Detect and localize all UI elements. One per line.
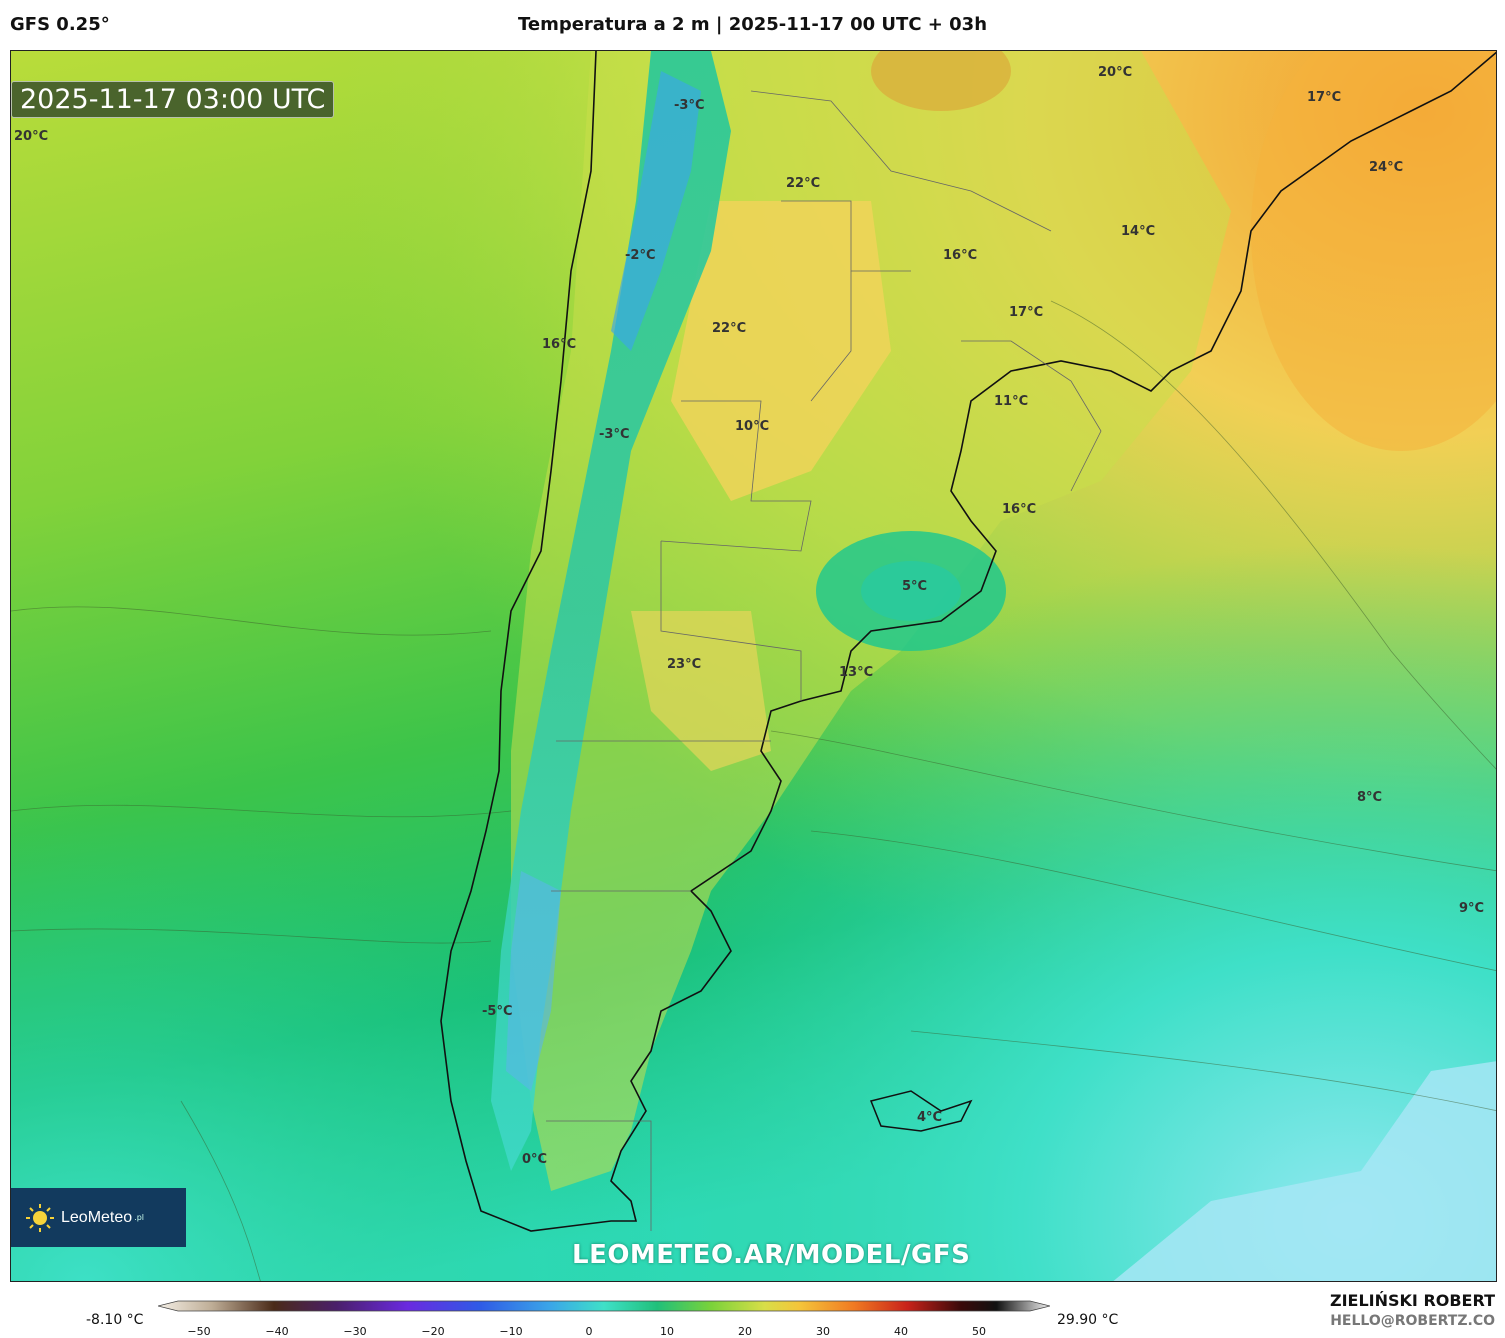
logo-name: LeoMeteo <box>61 1208 133 1226</box>
temp-label: 17°C <box>1307 90 1342 105</box>
map-canvas <box>11 51 1496 1281</box>
temp-label: 14°C <box>1121 224 1156 239</box>
temp-label: -3°C <box>674 98 705 113</box>
temp-label: -2°C <box>625 248 656 263</box>
colorbar-min: -8.10 °C <box>86 1312 144 1328</box>
author-name: ZIELIŃSKI ROBERT <box>1329 1291 1495 1310</box>
map-title: Temperatura a 2 m | 2025-11-17 00 UTC + … <box>517 14 988 35</box>
temp-label: 11°C <box>994 394 1029 409</box>
colorbar-ticks: −50 −40 −30 −20 −10 0 10 20 30 40 50 <box>0 1325 1505 1338</box>
sun-icon <box>26 1203 54 1232</box>
colorbar-tick: −10 <box>499 1325 523 1338</box>
temp-label: 10°C <box>735 419 770 434</box>
temp-label: 17°C <box>1009 305 1044 320</box>
temp-label: 23°C <box>667 657 702 672</box>
temp-label: 13°C <box>839 665 874 680</box>
temp-label: 24°C <box>1369 160 1404 175</box>
temp-label: 0°C <box>522 1152 548 1167</box>
temperature-map[interactable]: 2025-11-17 03:00 UTC 20°C -3°C 22°C 20°C… <box>10 50 1497 1282</box>
temp-label: 16°C <box>943 248 978 263</box>
leometeo-logo[interactable]: LeoMeteo .pl <box>11 1188 186 1247</box>
temp-label: 22°C <box>712 321 747 336</box>
site-watermark: LEOMETEO.AR/MODEL/GFS <box>572 1240 971 1270</box>
colorbar-tick: 50 <box>972 1325 986 1338</box>
temp-label: 4°C <box>917 1110 943 1125</box>
logo-suffix: .pl <box>134 1213 145 1222</box>
temp-label: 16°C <box>1002 502 1037 517</box>
temp-label: 9°C <box>1459 901 1485 916</box>
temp-label: 5°C <box>902 579 928 594</box>
colorbar-tick: −50 <box>187 1325 211 1338</box>
colorbar-tick: 0 <box>585 1325 593 1338</box>
temp-label: 16°C <box>542 337 577 352</box>
temp-label: 22°C <box>786 176 821 191</box>
colorbar <box>158 1300 1050 1312</box>
model-name: GFS 0.25° <box>10 14 110 35</box>
temp-label: 20°C <box>1098 65 1133 80</box>
colorbar-tick: 10 <box>660 1325 674 1338</box>
colorbar-tick: −40 <box>265 1325 289 1338</box>
temp-label: -3°C <box>599 427 630 442</box>
colorbar-tick: 30 <box>816 1325 830 1338</box>
author-email[interactable]: HELLO@ROBERTZ.CO <box>1330 1313 1495 1329</box>
colorbar-tick: −30 <box>343 1325 367 1338</box>
colorbar-tick: 40 <box>894 1325 908 1338</box>
temp-label: 20°C <box>14 129 49 144</box>
timestamp-badge: 2025-11-17 03:00 UTC <box>11 81 335 118</box>
temp-label: 8°C <box>1357 790 1383 805</box>
temp-label: -5°C <box>482 1004 513 1019</box>
colorbar-tick: 20 <box>738 1325 752 1338</box>
colorbar-tick: −20 <box>421 1325 445 1338</box>
colorbar-max: 29.90 °C <box>1057 1312 1119 1328</box>
